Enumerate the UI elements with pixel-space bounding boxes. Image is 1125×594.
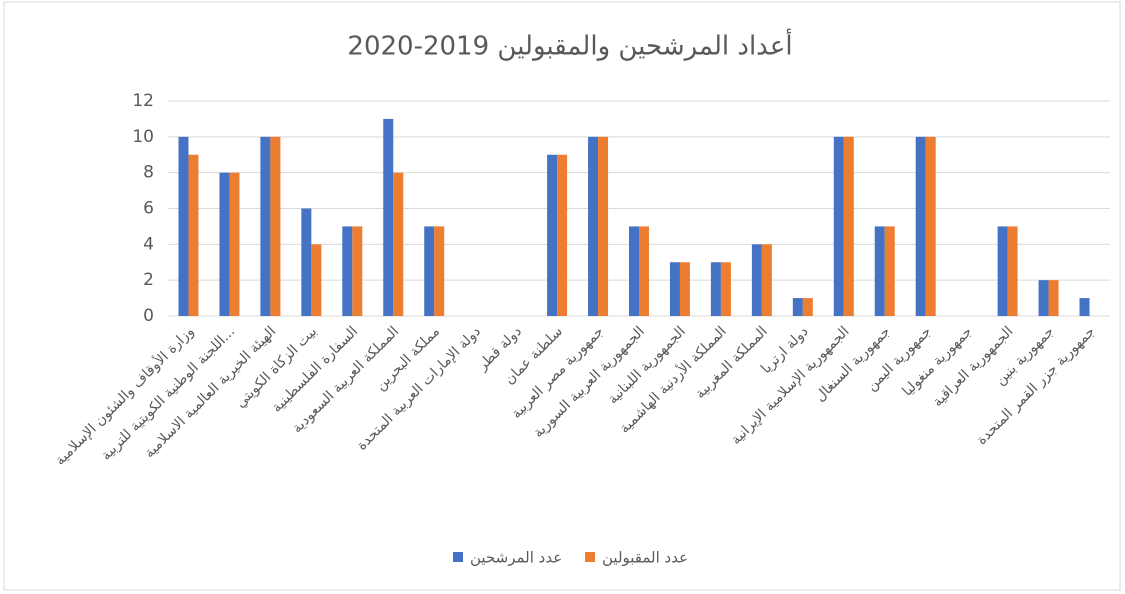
bar	[710, 262, 721, 316]
legend-label: عدد المقبولين	[602, 549, 688, 567]
bar	[751, 244, 762, 316]
bar	[219, 172, 230, 316]
bar	[679, 262, 690, 316]
bar	[229, 172, 240, 316]
y-tick-label: 6	[143, 199, 154, 219]
bar	[792, 298, 803, 316]
bar	[884, 226, 895, 316]
y-tick-label: 8	[143, 163, 154, 183]
bar	[833, 136, 844, 316]
bar	[188, 154, 199, 316]
y-tick-label: 10	[132, 127, 154, 147]
bar	[557, 154, 568, 316]
bar	[720, 262, 731, 316]
legend-swatch	[585, 552, 595, 562]
bar	[270, 136, 281, 316]
bar	[915, 136, 926, 316]
bar	[547, 154, 558, 316]
legend-swatch	[453, 552, 463, 562]
bar	[352, 226, 363, 316]
bar	[434, 226, 445, 316]
bar	[260, 136, 271, 316]
y-tick-label: 2	[143, 270, 154, 290]
bar	[1048, 280, 1059, 316]
bar	[761, 244, 772, 316]
bar	[393, 172, 404, 316]
bar	[874, 226, 885, 316]
y-tick-label: 12	[132, 91, 154, 111]
bar	[342, 226, 353, 316]
chart-title: أعداد المرشحين والمقبولين 2019-2020	[347, 28, 792, 62]
bar	[1079, 298, 1090, 316]
bar	[1038, 280, 1049, 316]
y-tick-label: 4	[143, 234, 154, 254]
bar	[311, 244, 322, 316]
y-tick-label: 0	[143, 306, 154, 326]
bar	[598, 136, 609, 316]
bar	[178, 136, 189, 316]
bar	[925, 136, 936, 316]
bar	[639, 226, 649, 316]
bar	[997, 226, 1008, 316]
bar	[588, 136, 599, 316]
legend-label: عدد المرشحين	[470, 549, 562, 567]
bar	[669, 262, 680, 316]
bar	[1007, 226, 1018, 316]
bar	[843, 136, 854, 316]
bar	[424, 226, 435, 316]
bar	[802, 298, 813, 316]
bar	[301, 208, 312, 316]
bar	[629, 226, 639, 316]
bar	[383, 118, 394, 317]
